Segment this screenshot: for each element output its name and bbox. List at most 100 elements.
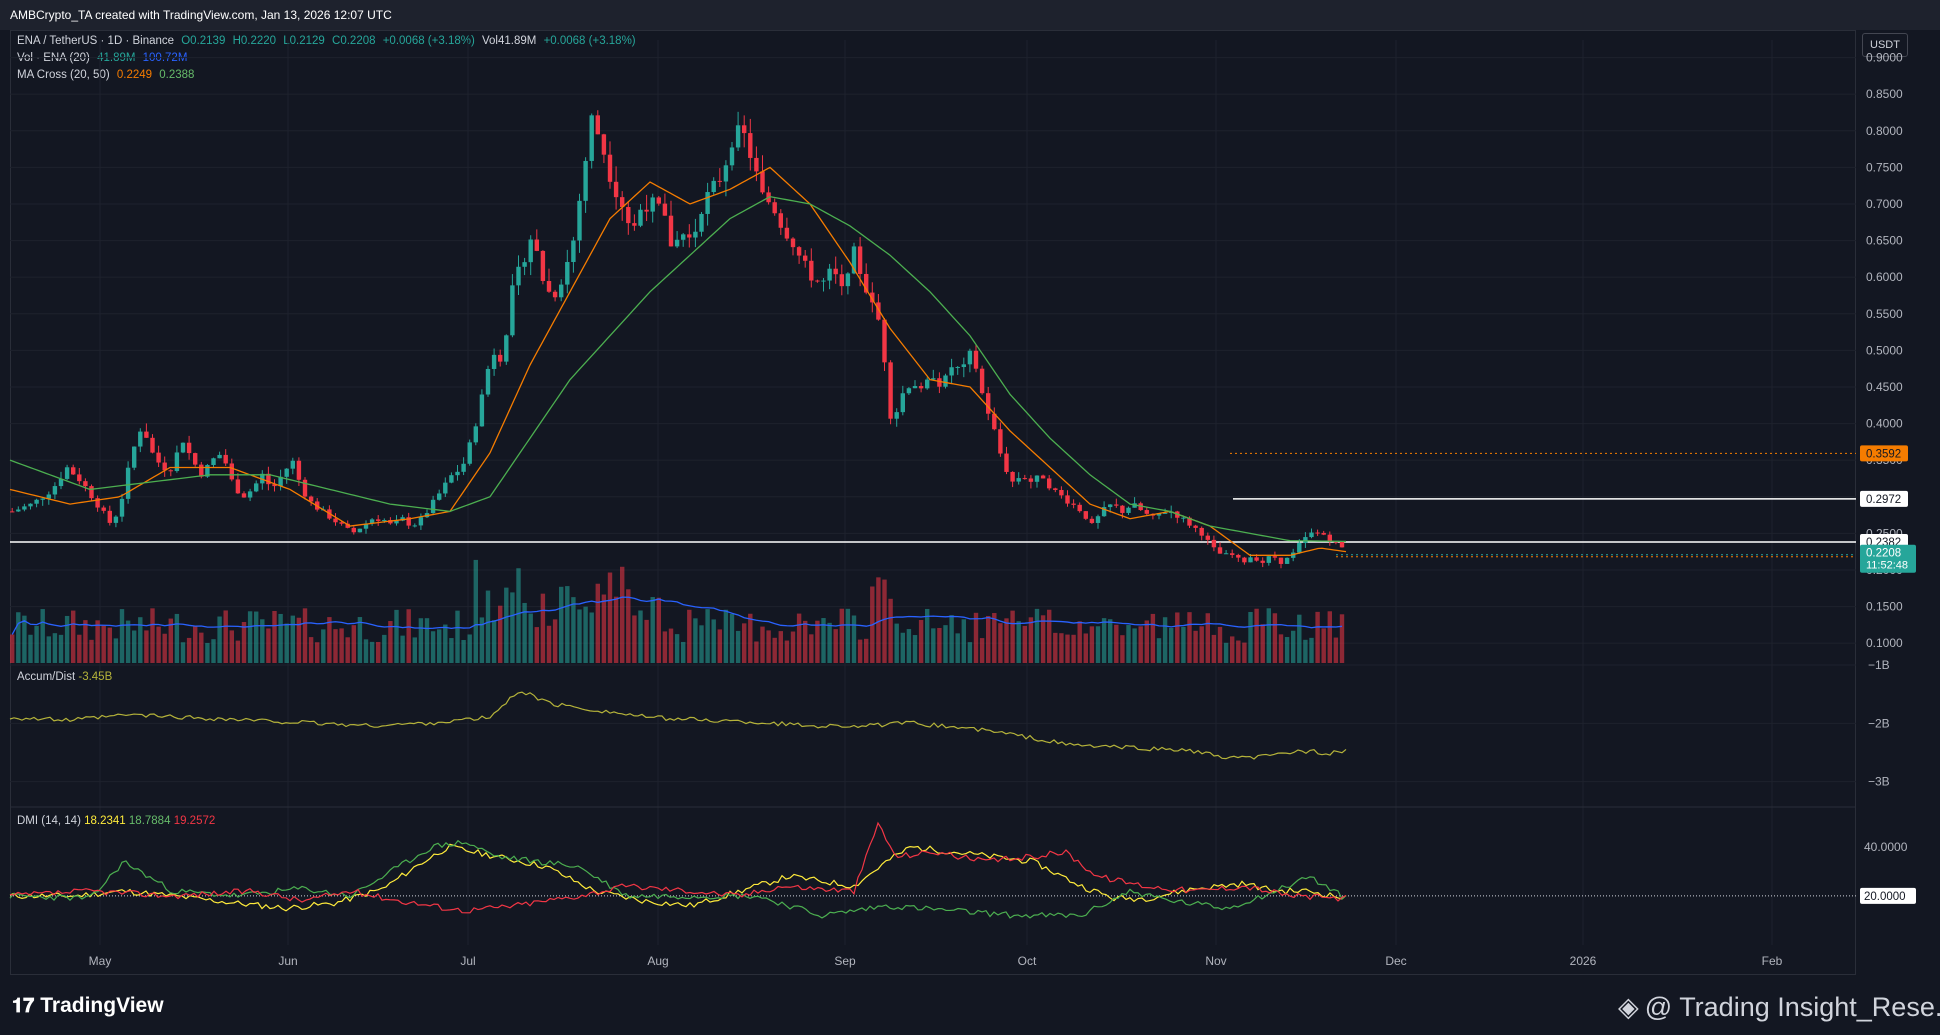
candle-body xyxy=(674,239,680,247)
moving-averages xyxy=(9,166,1347,556)
volume-bar xyxy=(138,617,143,663)
volume-bar xyxy=(1175,612,1180,663)
candle-body xyxy=(943,375,948,387)
volume-bar xyxy=(290,615,295,663)
volume-bar xyxy=(687,609,692,663)
candle-body xyxy=(1120,505,1125,513)
candle-body xyxy=(437,493,442,500)
symbol-label[interactable]: ENA / TetherUS · 1D · Binance xyxy=(17,35,175,47)
volume-bar xyxy=(16,612,21,663)
volume-bar xyxy=(900,632,905,663)
candle-body xyxy=(778,213,783,228)
candle-body xyxy=(247,491,253,498)
volume-bar xyxy=(1297,614,1302,663)
volume-bar xyxy=(522,602,527,663)
volume-bar xyxy=(461,639,466,663)
volume-bar xyxy=(1144,620,1149,663)
volume-bar xyxy=(1108,619,1113,663)
candle-body xyxy=(150,437,155,453)
ma20-line xyxy=(9,166,1347,556)
candle-body xyxy=(461,463,466,472)
tradingview-logo[interactable]: 𝟏𝟕 TradingView xyxy=(12,994,164,1018)
price-tick-label: 0.8000 xyxy=(1866,124,1903,138)
candle-body xyxy=(1242,557,1247,563)
volume-bar xyxy=(925,608,930,663)
volume-bar xyxy=(186,637,192,663)
candle-body xyxy=(1303,537,1308,543)
volume-bar xyxy=(406,609,411,663)
volume-bar xyxy=(211,639,216,663)
volume-bar xyxy=(1303,639,1308,663)
candle-body xyxy=(16,509,21,512)
candle-body xyxy=(22,506,27,510)
volume-bar xyxy=(620,566,625,663)
candle-body xyxy=(28,503,33,507)
candle-body xyxy=(1260,560,1265,563)
candle-body xyxy=(101,507,106,511)
candle-body xyxy=(382,520,387,522)
candle-body xyxy=(1333,541,1339,543)
volume-bar xyxy=(40,609,45,663)
volume-bar xyxy=(998,623,1003,663)
candle-body xyxy=(1077,504,1082,512)
candle-body xyxy=(687,234,692,238)
last-price-countdown: 11:52:48 xyxy=(1866,560,1908,572)
volume-bar xyxy=(845,608,851,663)
grid-lines xyxy=(10,40,1856,945)
candle-body xyxy=(199,464,204,477)
volume-bar xyxy=(1211,634,1217,663)
candle-body xyxy=(1211,539,1217,548)
candle-body xyxy=(260,473,265,484)
price-tick-label: 0.1500 xyxy=(1866,600,1903,614)
candle-body xyxy=(473,426,478,443)
candle-body xyxy=(1339,541,1345,548)
candle-body xyxy=(552,291,558,298)
candle-body xyxy=(1284,557,1290,564)
candle-body xyxy=(1327,534,1332,542)
candle-body xyxy=(912,386,918,389)
ma-label[interactable]: MA Cross (20, 50) xyxy=(17,69,110,81)
volume-bar xyxy=(1187,612,1192,663)
volume-bar xyxy=(638,610,643,663)
volume-bar xyxy=(1028,617,1034,663)
candle-body xyxy=(845,273,851,287)
accum-tick-label: −3B xyxy=(1868,775,1890,789)
candle-body xyxy=(71,467,76,475)
volume-bar xyxy=(876,577,881,663)
candle-body xyxy=(626,207,631,224)
volume-bar xyxy=(1266,608,1271,663)
ohlc-low: L0.2129 xyxy=(283,35,325,47)
currency-button[interactable]: USDT xyxy=(1862,33,1908,57)
volume-bar xyxy=(1101,618,1107,663)
candle-body xyxy=(369,519,375,524)
candle-body xyxy=(430,499,436,514)
volume-bar xyxy=(754,641,759,663)
candle-body xyxy=(900,393,905,413)
candle-body xyxy=(559,284,564,298)
volume-bar xyxy=(937,627,942,663)
candle-body xyxy=(1083,511,1088,519)
volume-bar xyxy=(1022,625,1027,663)
volume-bar xyxy=(766,630,771,663)
volume-bar xyxy=(315,642,320,663)
volume-bar xyxy=(77,634,82,663)
tradingview-brand: TradingView xyxy=(40,994,164,1017)
vol-inline-change: +0.0068 (+3.18%) xyxy=(543,35,636,47)
dmi-label[interactable]: DMI (14, 14) xyxy=(17,815,81,827)
volume-bar xyxy=(162,633,167,663)
candle-body xyxy=(400,517,405,521)
volume-bar xyxy=(528,613,533,663)
candle-body xyxy=(46,494,51,499)
volume-bar xyxy=(443,624,448,663)
candle-body xyxy=(394,520,399,524)
candle-body xyxy=(351,527,356,533)
volume-bar xyxy=(28,634,33,663)
dmi-pane: 40.0000 20.0000 xyxy=(9,806,1916,919)
volume-bar xyxy=(839,608,844,663)
volume-bar xyxy=(308,637,314,663)
volume-bar xyxy=(1053,632,1058,663)
accum-label[interactable]: Accum/Dist xyxy=(17,671,76,683)
volume-bar xyxy=(1059,633,1064,663)
candle-body xyxy=(132,446,137,468)
